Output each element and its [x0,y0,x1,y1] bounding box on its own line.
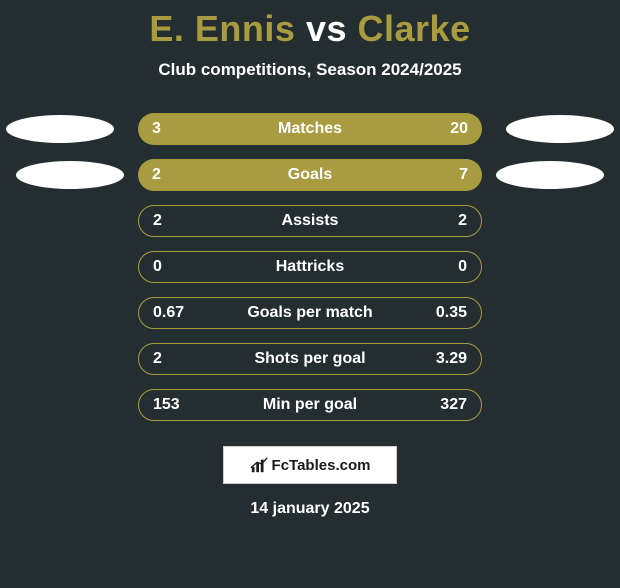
stat-value-player2: 0 [458,258,467,276]
stat-pill: 3 Matches 20 [138,113,482,145]
player1-name: E. Ennis [149,8,295,49]
stat-pill: 2 Shots per goal 3.29 [138,343,482,375]
source-logo: FcTables.com [223,446,397,484]
stat-pill: 0 Hattricks 0 [138,251,482,283]
logo-text: FcTables.com [272,457,371,474]
date-label: 14 january 2025 [0,500,620,518]
stat-value-player1: 2 [153,350,162,368]
stat-value-player1: 3 [152,120,161,138]
stat-label: Assists [282,212,339,230]
stat-row: 2 Assists 2 [0,198,620,244]
stat-value-player1: 0 [153,258,162,276]
comparison-title: E. Ennis vs Clarke [0,8,620,50]
player2-name: Clarke [358,8,471,49]
stat-value-player2: 3.29 [436,350,467,368]
player1-marker [6,115,114,143]
stat-label: Goals [288,166,332,184]
stat-label: Matches [278,120,342,138]
stat-value-player2: 7 [459,166,468,184]
stat-pill: 153 Min per goal 327 [138,389,482,421]
stat-label: Goals per match [247,304,372,322]
player2-marker [496,161,604,189]
stat-value-player1: 2 [153,212,162,230]
stat-label: Hattricks [276,258,344,276]
stat-value-player2: 0.35 [436,304,467,322]
stat-pill: 2 Goals 7 [138,159,482,191]
stat-value-player1: 2 [152,166,161,184]
stat-row: 153 Min per goal 327 [0,382,620,428]
stat-row: 0.67 Goals per match 0.35 [0,290,620,336]
player1-marker [16,161,124,189]
stat-value-player1: 153 [153,396,180,414]
player2-marker [506,115,614,143]
stat-pill: 0.67 Goals per match 0.35 [138,297,482,329]
stat-row: 2 Goals 7 [0,152,620,198]
stat-pill: 2 Assists 2 [138,205,482,237]
stat-row: 2 Shots per goal 3.29 [0,336,620,382]
stat-label: Min per goal [263,396,357,414]
stat-row: 3 Matches 20 [0,106,620,152]
stat-value-player2: 327 [440,396,467,414]
stats-container: 3Matches202Goals72Assists20Hattricks00.6… [0,106,620,428]
stat-row: 0 Hattricks 0 [0,244,620,290]
stat-value-player1: 0.67 [153,304,184,322]
vs-separator: vs [306,8,347,49]
chart-icon [250,456,268,474]
subtitle: Club competitions, Season 2024/2025 [0,60,620,80]
stat-value-player2: 20 [450,120,468,138]
stat-value-player2: 2 [458,212,467,230]
stat-label: Shots per goal [254,350,365,368]
